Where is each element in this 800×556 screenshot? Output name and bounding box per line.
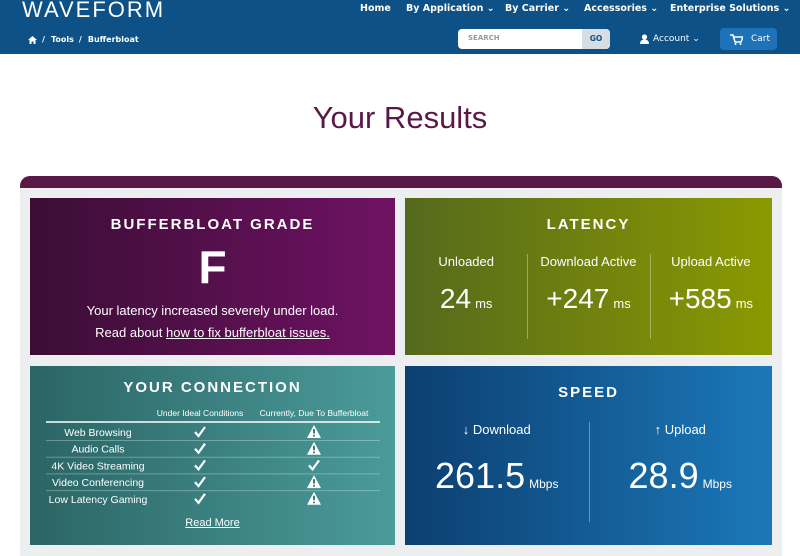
account-label: Account <box>653 34 690 44</box>
speed-label: ↑ Upload <box>654 422 706 437</box>
value: 24 <box>439 283 472 314</box>
grade-text: Your latency increased severely under lo… <box>86 303 339 318</box>
latency-value: +247 ms <box>527 283 649 315</box>
speed-item: ↑ Upload 28.9 Mbps <box>589 422 773 497</box>
nav-item[interactable]: By Carrier ⌄ <box>505 3 571 14</box>
nav-label: By Application <box>406 3 484 14</box>
home-icon[interactable] <box>28 36 37 44</box>
value: 261.5 <box>435 455 526 496</box>
warning-mark <box>313 445 315 454</box>
column-header: Under Ideal Conditions <box>157 408 243 418</box>
unit: ms <box>475 296 493 311</box>
panel-title: SPEED <box>558 384 619 401</box>
latency-label: Upload Active <box>671 254 751 269</box>
panel-title: LATENCY <box>546 216 631 233</box>
nav-item[interactable]: Accessories ⌄ <box>584 3 659 14</box>
row-label: Video Conferencing <box>52 477 144 489</box>
check-icon <box>194 426 206 438</box>
grade-letter: F <box>198 241 227 293</box>
read-more[interactable]: Read More <box>185 517 240 529</box>
speed-panel: SPEED ↓ Download 261.5 Mbps ↑ Upload 28.9 Mbp… <box>405 366 772 545</box>
warning-mark <box>313 479 315 487</box>
search-placeholder: SEARCH <box>468 34 500 42</box>
account-icon <box>640 34 649 44</box>
link-prefix: Read about <box>95 325 167 340</box>
latency-item: Unloaded 24 ms <box>405 254 527 315</box>
fix-link[interactable]: how to fix bufferbloat issues. <box>166 325 330 340</box>
cart-label: Cart <box>751 34 771 44</box>
nav-label: Accessories <box>584 3 647 14</box>
check-icon <box>194 459 206 472</box>
check-icon <box>194 476 206 488</box>
divider <box>649 254 651 339</box>
cart-icon <box>730 34 743 45</box>
logo[interactable]: WAVEFORM <box>22 0 166 22</box>
cart-button[interactable]: Cart <box>720 28 777 50</box>
panel-title: BUFFERBLOAT GRADE <box>110 216 315 233</box>
grade-link-line: Read about how to fix bufferbloat issues… <box>30 325 395 340</box>
connection-table: Under Ideal Conditions Currently, Due To … <box>46 408 380 506</box>
latency-panel: LATENCY Unloaded 24 ms Download Active +247 m… <box>405 198 772 355</box>
check-icon <box>308 459 320 472</box>
column-header: Currently, Due To Bufferbloat <box>260 408 369 418</box>
latency-value: 24 ms <box>405 283 527 315</box>
crumb[interactable]: Bufferbloat <box>87 35 139 44</box>
value: +585 <box>668 283 732 314</box>
speed-label: ↓ Download <box>462 422 531 437</box>
account[interactable]: Account ⌄ <box>653 34 700 44</box>
nav-label: Enterprise Solutions <box>670 3 780 14</box>
row-label: 4K Video Streaming <box>51 460 144 472</box>
crumb-sep: / <box>78 35 82 44</box>
panel-title: YOUR CONNECTION <box>123 379 302 396</box>
search-box[interactable]: SEARCH GO <box>458 29 610 49</box>
latency-value: +585 ms <box>650 283 772 315</box>
latency-item: Upload Active +585 ms <box>650 254 772 315</box>
speed-value: 28.9 Mbps <box>589 455 773 497</box>
search-button[interactable]: GO <box>582 29 610 49</box>
divider <box>588 422 590 522</box>
header: WAVEFORM SEARCH GO Account ⌄ Cart Home By… <box>0 0 800 54</box>
nav-item[interactable]: By Application ⌄ <box>406 3 495 14</box>
check-icon <box>194 493 206 505</box>
nav-item[interactable]: Home <box>360 3 391 14</box>
connection-panel: YOUR CONNECTION Under Ideal Conditions Cu… <box>30 366 395 545</box>
check-icon <box>194 443 206 455</box>
unit: Mbps <box>529 477 559 491</box>
speed-value: 261.5 Mbps <box>405 455 589 497</box>
latency-label: Unloaded <box>438 254 494 269</box>
unit: ms <box>735 296 754 311</box>
speed-item: ↓ Download 261.5 Mbps <box>405 422 589 497</box>
nav-label: Home <box>360 3 391 14</box>
warning-mark <box>313 429 315 437</box>
value: 28.9 <box>628 455 699 496</box>
unit: ms <box>613 296 631 311</box>
page-title: Your Results <box>312 100 488 135</box>
crumb[interactable]: Tools <box>51 35 74 44</box>
divider <box>527 254 529 339</box>
unit: Mbps <box>702 477 732 491</box>
nav-label: By Carrier <box>505 3 559 14</box>
nav-item[interactable]: Enterprise Solutions ⌄ <box>670 3 791 14</box>
row-label: Audio Calls <box>71 444 124 456</box>
latency-label: Download Active <box>540 254 637 269</box>
warning-mark <box>313 495 315 504</box>
crumb-sep: / <box>42 35 45 44</box>
grade-panel: BUFFERBLOAT GRADE F Your latency increas… <box>30 198 395 355</box>
row-label: Web Browsing <box>64 427 132 439</box>
value: +247 <box>546 283 610 314</box>
row-label: Low Latency Gaming <box>49 494 148 506</box>
latency-item: Download Active +247 ms <box>527 254 649 315</box>
